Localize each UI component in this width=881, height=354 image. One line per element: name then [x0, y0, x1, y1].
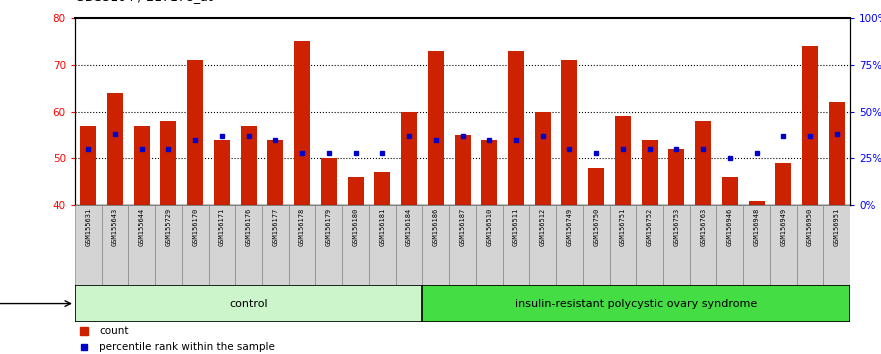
Bar	[160, 121, 176, 205]
Bar	[294, 41, 310, 205]
Bar	[695, 121, 711, 205]
Bar	[503, 205, 529, 285]
Bar	[80, 126, 96, 205]
Bar	[663, 205, 690, 285]
Text: GSM156170: GSM156170	[192, 208, 198, 246]
Text: GSM156187: GSM156187	[460, 208, 465, 246]
Bar	[422, 285, 850, 322]
Text: GSM156948: GSM156948	[753, 208, 759, 246]
Bar	[770, 205, 796, 285]
Text: GSM156171: GSM156171	[218, 208, 225, 246]
Bar	[107, 93, 123, 205]
Text: GSM156951: GSM156951	[833, 208, 840, 246]
Text: GSM156511: GSM156511	[513, 208, 519, 246]
Bar	[449, 205, 476, 285]
Text: GSM156178: GSM156178	[300, 208, 305, 246]
Bar	[101, 205, 129, 285]
Bar	[134, 126, 150, 205]
Bar	[744, 205, 770, 285]
Text: GSM156184: GSM156184	[406, 208, 412, 246]
Bar	[610, 205, 636, 285]
Bar	[235, 205, 262, 285]
Bar	[321, 159, 337, 205]
Text: GSM156752: GSM156752	[647, 208, 653, 246]
Bar	[262, 205, 289, 285]
Text: GSM156763: GSM156763	[700, 208, 707, 246]
Bar	[508, 51, 524, 205]
Text: control: control	[229, 298, 268, 309]
Bar	[315, 205, 342, 285]
Bar	[342, 205, 369, 285]
Bar	[75, 205, 101, 285]
Bar	[775, 163, 791, 205]
Bar	[374, 172, 390, 205]
Bar	[749, 201, 765, 205]
Bar	[561, 60, 577, 205]
Text: GSM156510: GSM156510	[486, 208, 492, 246]
Text: GSM156950: GSM156950	[807, 208, 813, 246]
Text: GSM156753: GSM156753	[673, 208, 679, 246]
Bar	[401, 112, 417, 205]
Text: GSM155643: GSM155643	[112, 208, 118, 246]
Bar	[716, 205, 744, 285]
Bar	[583, 205, 610, 285]
Bar	[348, 177, 364, 205]
Bar	[589, 168, 604, 205]
Bar	[155, 205, 181, 285]
Bar	[722, 177, 738, 205]
Bar	[481, 139, 497, 205]
Bar	[641, 139, 658, 205]
Bar	[181, 205, 209, 285]
Bar	[690, 205, 716, 285]
Text: GSM156179: GSM156179	[326, 208, 332, 246]
Bar	[802, 46, 818, 205]
Bar	[428, 51, 444, 205]
Text: GSM156751: GSM156751	[620, 208, 626, 246]
Bar	[187, 60, 204, 205]
Bar	[824, 205, 850, 285]
Bar	[422, 205, 449, 285]
Text: GSM156949: GSM156949	[781, 208, 787, 246]
Bar	[214, 139, 230, 205]
Bar	[669, 149, 685, 205]
Text: GSM156177: GSM156177	[272, 208, 278, 246]
Bar	[289, 205, 315, 285]
Text: GSM156750: GSM156750	[593, 208, 599, 246]
Bar	[615, 116, 631, 205]
Text: GSM155729: GSM155729	[166, 208, 172, 246]
Bar	[476, 205, 503, 285]
Text: GDS3104 / 217178_at: GDS3104 / 217178_at	[75, 0, 212, 3]
Bar	[455, 135, 470, 205]
Bar	[129, 205, 155, 285]
Bar	[75, 285, 422, 322]
Text: GSM156176: GSM156176	[246, 208, 252, 246]
Bar	[796, 205, 824, 285]
Bar	[636, 205, 663, 285]
Text: insulin-resistant polycystic ovary syndrome: insulin-resistant polycystic ovary syndr…	[515, 298, 758, 309]
Bar	[535, 112, 551, 205]
Text: GSM156512: GSM156512	[540, 208, 545, 246]
Bar	[241, 126, 256, 205]
Text: GSM155644: GSM155644	[138, 208, 144, 246]
Text: percentile rank within the sample: percentile rank within the sample	[100, 342, 275, 352]
Text: GSM156186: GSM156186	[433, 208, 439, 246]
Text: GSM155631: GSM155631	[85, 208, 92, 246]
Text: count: count	[100, 326, 129, 336]
Text: GSM156180: GSM156180	[352, 208, 359, 246]
Text: GSM156749: GSM156749	[566, 208, 573, 246]
Bar	[396, 205, 422, 285]
Bar	[369, 205, 396, 285]
Bar	[529, 205, 556, 285]
Bar	[829, 102, 845, 205]
Bar	[556, 205, 583, 285]
Text: GSM156181: GSM156181	[380, 208, 385, 246]
Text: GSM156946: GSM156946	[727, 208, 733, 246]
Bar	[209, 205, 235, 285]
Bar	[267, 139, 284, 205]
